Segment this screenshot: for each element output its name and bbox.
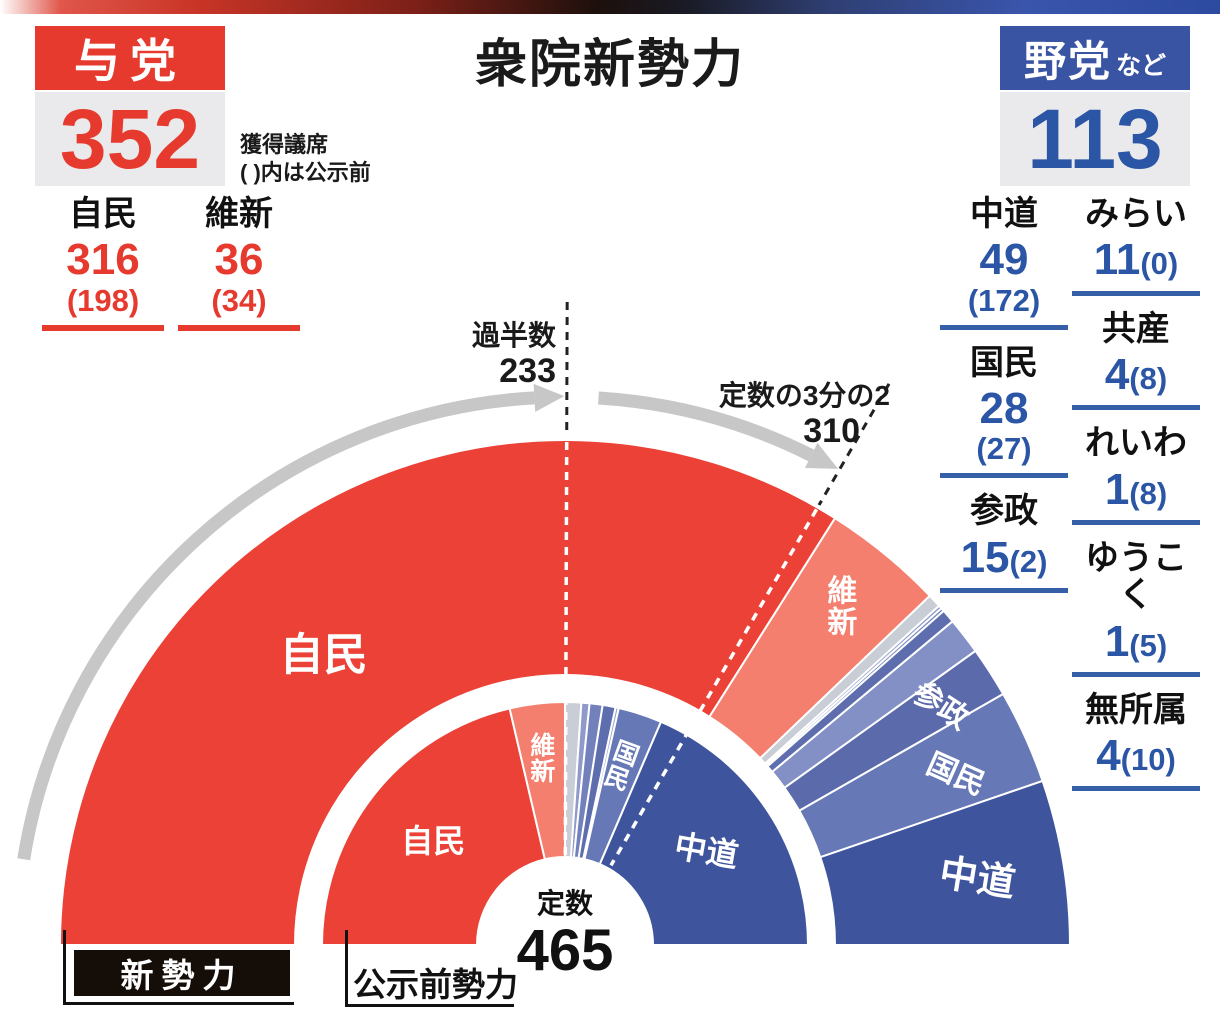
party-name: 自民	[69, 195, 137, 233]
opposition-stats-column-2: みらい 11(0) 共産 4(8) れいわ 1(8) ゆうこく 1(5) 無所属 4(10)	[1072, 195, 1200, 806]
party-name: みらい	[1085, 195, 1187, 233]
stat-underline	[940, 324, 1068, 330]
stat-underline	[1072, 671, 1200, 677]
new-ring-bracket	[63, 930, 294, 1005]
two-thirds-value: 310	[803, 412, 860, 450]
inner-ring	[320, 700, 810, 946]
party-stat-kyosan: 共産 4(8)	[1072, 309, 1200, 411]
party-prev-seats: (198)	[66, 282, 140, 318]
party-prev-seats: (8)	[1129, 360, 1168, 396]
party-seats: 28 (27)	[940, 385, 1068, 467]
seats-note-line1: 獲得議席	[240, 132, 329, 157]
party-prev-seats: (8)	[1129, 475, 1168, 511]
party-prev-seats: (172)	[967, 282, 1041, 318]
party-name: 維新	[205, 195, 273, 233]
seats-note-line2: ( )内は公示前	[240, 159, 371, 185]
outer-label-jimin: 自民	[280, 630, 368, 679]
party-prev-seats: (5)	[1129, 627, 1168, 663]
seats-note: 獲得議席 ( )内は公示前	[240, 131, 371, 186]
outer-segment-chudo	[819, 779, 1072, 946]
majority-guide-label: 過半数 233	[408, 314, 556, 390]
opposition-tag-suffix: など	[1116, 52, 1167, 80]
majority-value: 233	[499, 352, 556, 390]
party-stat-kokumin: 国民 28 (27)	[940, 343, 1068, 479]
party-stat-yukoku: ゆうこく 1(5)	[1072, 538, 1200, 677]
majority-label: 過半数	[471, 320, 556, 351]
two-thirds-label: 定数の3分の2	[718, 380, 890, 411]
ruling-stats-column-2: 維新 36 (34)	[178, 195, 300, 346]
stat-underline	[178, 324, 300, 331]
opposition-total: 113	[1000, 92, 1190, 186]
inner-segment-chudo	[598, 720, 810, 946]
stat-underline	[1072, 405, 1200, 411]
party-seats: 1(5)	[1104, 616, 1168, 666]
inner-label-ishin: 維新	[530, 731, 555, 786]
party-stat-mirai: みらい 11(0)	[1072, 195, 1200, 296]
party-stat-mushozoku: 無所属 4(10)	[1072, 690, 1200, 792]
capacity-label: 定数	[536, 888, 593, 919]
party-prev-seats: (34)	[211, 282, 267, 318]
party-seats: 1(8)	[1104, 464, 1168, 514]
new-ring-label: 新勢力	[74, 950, 290, 996]
party-seats: 36 (34)	[178, 237, 300, 317]
party-seats: 49 (172)	[940, 237, 1068, 317]
party-name: ゆうこく	[1085, 538, 1187, 615]
party-stat-ishin: 維新 36 (34)	[178, 195, 300, 331]
party-seats: 11(0)	[1093, 235, 1179, 285]
ruling-tag: 与党	[35, 26, 225, 90]
party-prev-seats: (27)	[976, 431, 1032, 467]
party-name: 無所属	[1085, 690, 1187, 729]
opposition-stats-column-1: 中道 49 (172) 国民 28 (27) 参政 15(2)	[940, 195, 1068, 608]
party-stat-sansei: 参政 15(2)	[940, 492, 1068, 593]
stat-underline	[1072, 519, 1200, 525]
party-stat-reiwa: れいわ 1(8)	[1072, 424, 1200, 525]
top-gradient-bar	[0, 0, 1220, 14]
party-name: 中道	[970, 195, 1038, 233]
outer-segment-jimin	[58, 438, 837, 946]
party-prev-seats: (10)	[1120, 742, 1176, 778]
party-seats: 4(8)	[1104, 349, 1168, 399]
outer-label-ishin: 維新	[827, 575, 857, 640]
prev-ring-label: 公示前勢力	[353, 966, 518, 1003]
party-name: 参政	[970, 492, 1038, 531]
outer-ring	[58, 438, 1072, 946]
majority-arrow-arc	[17, 391, 535, 861]
party-stat-jimin: 自民 316 (198)	[42, 195, 164, 331]
opposition-tag-label: 野党	[1023, 37, 1112, 85]
ruling-tag-label: 与党	[74, 35, 186, 87]
inner-label-jimin: 自民	[401, 823, 465, 859]
capacity-value: 465	[516, 918, 614, 983]
two-thirds-arrow-arc-arrowhead	[804, 442, 839, 469]
prev-ring-bracket	[345, 930, 514, 1007]
two-thirds-guide-label: 定数の3分の2 310	[650, 374, 890, 450]
opposition-tag: 野党 など	[1000, 26, 1190, 90]
party-name: れいわ	[1085, 424, 1187, 463]
stat-underline	[1072, 290, 1200, 296]
party-seats: 15(2)	[960, 532, 1048, 582]
party-name: 国民	[970, 343, 1038, 382]
capacity-block: 定数 465	[465, 882, 665, 980]
ruling-stats-column-1: 自民 316 (198)	[42, 195, 164, 346]
party-name: 共産	[1102, 309, 1170, 348]
page-title: 衆院新勢力	[474, 36, 745, 94]
party-seats: 316 (198)	[42, 237, 164, 317]
stat-underline	[1072, 786, 1200, 792]
inner-segment-jimin	[320, 707, 547, 946]
majority-arrow-arc-arrowhead	[533, 383, 565, 412]
stat-underline	[940, 473, 1068, 479]
stat-underline	[940, 587, 1068, 593]
ruling-total: 352	[35, 92, 225, 186]
party-prev-seats: (0)	[1140, 246, 1179, 282]
two-thirds-arrow-arc	[598, 391, 815, 462]
party-seats: 4(10)	[1096, 731, 1176, 781]
party-stat-chudo: 中道 49 (172)	[940, 195, 1068, 330]
stat-underline	[42, 324, 164, 331]
party-prev-seats: (2)	[1009, 543, 1048, 579]
